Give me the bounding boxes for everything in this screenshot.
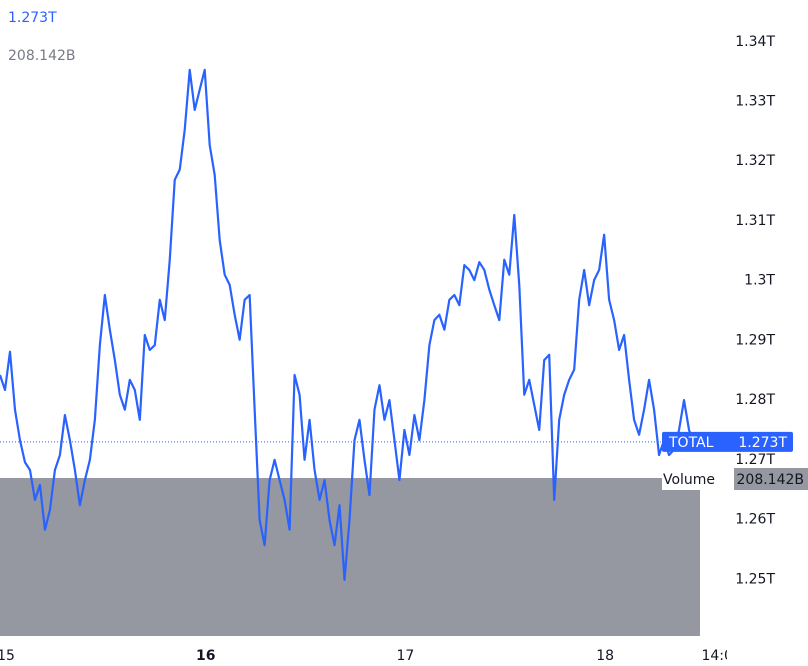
volume-value-bg bbox=[734, 468, 808, 490]
y-tick-label: 1.31T bbox=[735, 213, 775, 229]
y-tick-label: 1.26T bbox=[735, 512, 775, 528]
x-tick-label: 14:00 bbox=[701, 648, 741, 664]
series-tag-bg bbox=[662, 431, 793, 452]
y-tick-label: 1.34T bbox=[735, 34, 775, 50]
x-tick-label: 16 bbox=[196, 648, 215, 664]
x-tick-label: 15 bbox=[0, 648, 15, 664]
y-tick-label: 1.27T bbox=[735, 452, 775, 468]
x-axis: 15 16 17 18 14:00 bbox=[0, 648, 741, 664]
price-line bbox=[0, 68, 696, 581]
y-tick-label: 1.33T bbox=[735, 94, 775, 110]
y-tick-label: 1.28T bbox=[735, 392, 775, 408]
last-value-header: 1.273T bbox=[8, 10, 57, 26]
volume-value: 208.142B bbox=[737, 472, 805, 488]
series-name: TOTAL bbox=[668, 435, 714, 451]
y-tick-label: 1.29T bbox=[735, 332, 775, 348]
volume-header: 208.142B bbox=[8, 48, 76, 64]
y-tick-label: 1.25T bbox=[735, 571, 775, 587]
x-tick-label: 18 bbox=[596, 648, 614, 664]
y-tick-label: 1.3T bbox=[744, 273, 775, 289]
y-tick-label: 1.32T bbox=[735, 153, 775, 169]
last-value-tag: 1.273T bbox=[738, 435, 787, 451]
volume-name: Volume bbox=[663, 472, 715, 488]
x-tick-label: 17 bbox=[397, 648, 415, 664]
